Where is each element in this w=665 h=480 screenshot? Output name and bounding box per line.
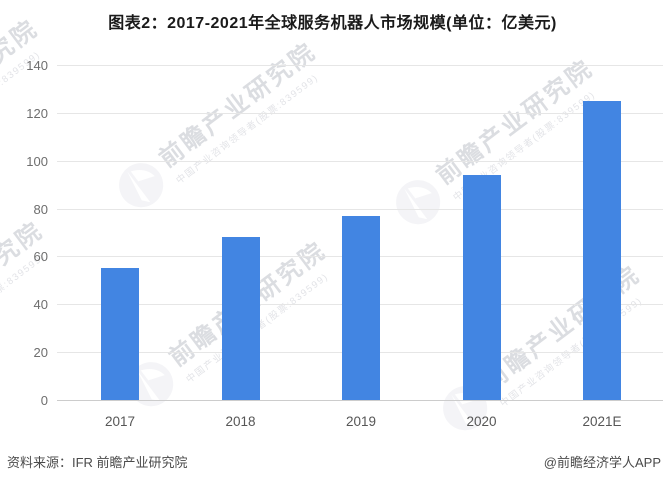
x-axis-tick-label-2021E: 2021E xyxy=(582,414,622,429)
qianzhan-logo-icon xyxy=(118,162,163,207)
y-axis-tick-label-100: 100 xyxy=(26,153,48,169)
watermark-brand-text: 前瞻产业研究院 xyxy=(154,37,322,173)
gridline-100 xyxy=(57,160,663,162)
watermark-group-2: 前瞻产业研究院 中国产业咨询领导者(股票:839599) xyxy=(107,32,332,219)
watermark-tagline-text: 中国产业咨询领导者(股票:839599) xyxy=(183,261,342,385)
gridline-120 xyxy=(57,112,663,114)
y-axis-tick-label-0: 0 xyxy=(40,393,48,408)
x-axis-tick-label-2020: 2020 xyxy=(466,414,497,429)
watermark-brand-text: 前瞻产业研究院 xyxy=(0,216,49,352)
x-axis-tick-label-2017: 2017 xyxy=(104,414,136,429)
x-axis-line xyxy=(57,400,663,401)
y-axis-tick-label-60: 60 xyxy=(33,249,48,265)
watermark-tagline-text: 中国产业咨询领导者(股票:839599) xyxy=(174,72,321,187)
qianzhan-logo-icon xyxy=(395,179,440,224)
bar-2021E xyxy=(583,100,621,400)
gridline-140 xyxy=(57,65,663,66)
chart-title: 图表2：2017-2021年全球服务机器人市场规模(单位：亿美元) xyxy=(108,15,557,32)
y-axis-tick-label-20: 20 xyxy=(33,345,48,361)
y-axis-tick-label-40: 40 xyxy=(33,297,48,313)
bar-2020 xyxy=(462,175,501,400)
branding-label: @前瞻经济学人APP xyxy=(543,455,661,470)
watermark-brand-text: 前瞻产业研究院 xyxy=(431,54,599,190)
y-axis-tick-label-140: 140 xyxy=(26,58,48,73)
y-axis-tick-label-120: 120 xyxy=(26,105,48,121)
bar-2017 xyxy=(101,268,139,400)
bar-2018 xyxy=(221,237,260,400)
data-source-label: 资料来源：IFR 前瞻产业研究院 xyxy=(7,455,188,470)
y-axis-tick-label-80: 80 xyxy=(33,201,48,217)
x-axis-tick-label-2019: 2019 xyxy=(345,414,377,429)
gridline-80 xyxy=(57,208,663,210)
x-axis-tick-label-2018: 2018 xyxy=(225,414,256,429)
bar-2019 xyxy=(342,215,380,400)
